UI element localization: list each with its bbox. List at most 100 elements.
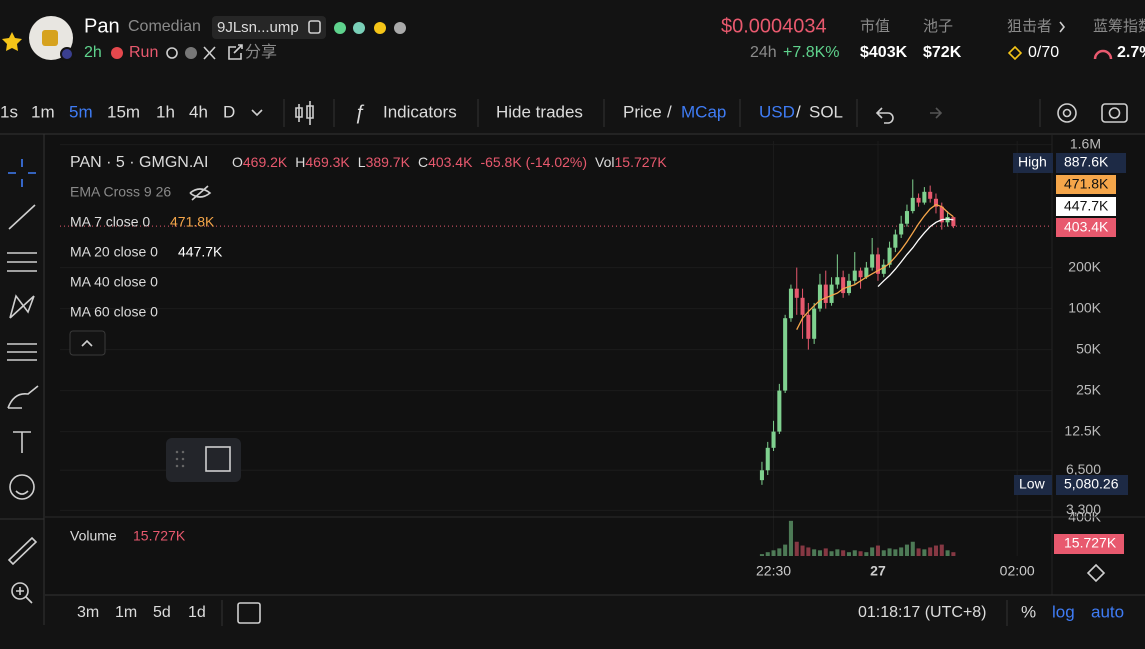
x-icon[interactable] xyxy=(203,46,216,60)
hidden-icon[interactable] xyxy=(189,185,212,201)
clock: 01:18:17 (UTC+8) xyxy=(858,604,987,621)
interval-button[interactable]: D xyxy=(223,102,235,121)
favorite-star[interactable] xyxy=(2,32,22,51)
stat-label: 蓝筹指数 xyxy=(1093,18,1145,35)
last-price-value: 403.4K xyxy=(1064,219,1109,235)
trend-line-tool[interactable] xyxy=(8,204,36,230)
indicator-ma7[interactable]: MA 7 close 0 xyxy=(70,214,150,230)
chart-area xyxy=(45,135,1145,595)
candle-body xyxy=(765,447,770,471)
run-label[interactable]: Run xyxy=(129,44,158,61)
chain-badge xyxy=(60,47,74,61)
candle-body xyxy=(794,288,799,298)
share-icon[interactable] xyxy=(228,44,243,60)
interval-button[interactable]: 1h xyxy=(156,102,175,121)
token-tag: Comedian xyxy=(128,18,201,35)
volume-bar xyxy=(893,549,898,556)
emoji-tool[interactable] xyxy=(9,474,35,500)
redo-button[interactable] xyxy=(930,107,943,119)
measure-icon[interactable] xyxy=(205,446,231,472)
interval-button[interactable]: 5m xyxy=(69,102,93,121)
ohlc-value: 469.3K xyxy=(305,154,350,170)
volume-bar xyxy=(933,545,939,556)
interval-button[interactable]: 15m xyxy=(107,102,140,121)
emoji-smile xyxy=(15,490,29,495)
share-label[interactable]: 分享 xyxy=(245,43,277,61)
ruler-tool[interactable] xyxy=(7,536,38,566)
indicator-ma60[interactable]: MA 60 close 0 xyxy=(70,304,158,320)
candle-body xyxy=(951,217,956,227)
volume-bar xyxy=(887,548,892,556)
candle-body xyxy=(939,206,944,223)
percent-toggle[interactable]: % xyxy=(1021,602,1036,621)
text-tool[interactable] xyxy=(13,431,31,453)
sol-toggle[interactable]: SOL xyxy=(809,102,843,121)
y-tick-label: 25K xyxy=(1076,381,1102,397)
undo-button[interactable] xyxy=(875,107,894,124)
y-tick-label: 1.6M xyxy=(1070,135,1101,151)
drawing-toolbar xyxy=(0,134,45,625)
range-button[interactable]: 1m xyxy=(115,604,137,621)
settings-icon-core xyxy=(1062,108,1072,118)
chevron-icon[interactable] xyxy=(1059,21,1066,33)
interval-button[interactable]: 4h xyxy=(189,102,208,121)
token-address[interactable]: 9JLsn...ump xyxy=(217,19,299,36)
auto-toggle[interactable]: auto xyxy=(1091,602,1124,621)
low-value-tag xyxy=(1056,475,1128,495)
interval-dropdown[interactable] xyxy=(251,109,263,117)
high-label: High xyxy=(1018,154,1047,170)
zoom-tool[interactable] xyxy=(11,582,29,600)
mcap-toggle[interactable]: MCap xyxy=(681,102,726,121)
screenshot-button[interactable] xyxy=(1101,103,1128,123)
y-tick-label: 12.5K xyxy=(1064,422,1101,438)
collapse-button[interactable] xyxy=(69,330,106,356)
token-age: 2h xyxy=(84,44,102,61)
volume-bar xyxy=(777,548,782,556)
settings-button[interactable] xyxy=(1057,103,1077,123)
goto-date-button[interactable] xyxy=(237,602,261,624)
range-button[interactable]: 1d xyxy=(188,604,206,621)
log-toggle[interactable]: log xyxy=(1052,602,1075,621)
site-icon[interactable] xyxy=(185,47,197,59)
volume-bar xyxy=(835,549,840,556)
interval-button[interactable]: 1s xyxy=(0,102,18,121)
high-value-tag xyxy=(1056,153,1126,173)
indicator-ma40[interactable]: MA 40 close 0 xyxy=(70,274,158,290)
indicator-ema[interactable]: EMA Cross 9 26 xyxy=(70,184,171,200)
range-button[interactable]: 5d xyxy=(153,604,171,621)
price-toggle[interactable]: Price xyxy=(623,102,662,121)
change-period: 24h xyxy=(750,44,777,61)
flag-icon xyxy=(334,22,346,34)
candle-type-icon[interactable] xyxy=(295,101,314,125)
y-tick-label: 6,500 xyxy=(1066,461,1101,477)
indicators-icon[interactable]: ƒ xyxy=(354,101,365,123)
pattern-tool[interactable] xyxy=(9,294,35,319)
prediction-tool[interactable] xyxy=(7,343,37,361)
volume-bar xyxy=(910,541,915,556)
ma7-tag-value: 471.8K xyxy=(1064,176,1109,192)
brush-tool[interactable] xyxy=(7,385,39,409)
address-badge[interactable] xyxy=(212,16,326,39)
reset-scale-button[interactable] xyxy=(1086,563,1106,583)
volume-label: Volume xyxy=(70,528,117,544)
crosshair-tool[interactable] xyxy=(8,159,36,187)
fib-tool[interactable] xyxy=(7,252,37,272)
volume-bar xyxy=(922,549,927,556)
indicator-ma20[interactable]: MA 20 close 0 xyxy=(70,244,158,260)
ohlc-label: O xyxy=(232,154,243,170)
copy-icon[interactable] xyxy=(308,20,321,34)
stat-label[interactable]: 狙击者 xyxy=(1007,18,1052,35)
drag-handle[interactable] xyxy=(175,450,185,468)
indicators-button[interactable]: Indicators xyxy=(383,102,457,121)
hide-trades-button[interactable]: Hide trades xyxy=(496,102,583,121)
usd-toggle[interactable]: USD xyxy=(759,102,795,121)
range-button[interactable]: 3m xyxy=(77,604,99,621)
volume-bar xyxy=(823,548,828,556)
volume-bar xyxy=(759,554,764,556)
search-icon[interactable] xyxy=(166,47,178,59)
interval-button[interactable]: 1m xyxy=(31,102,55,121)
volume-bar xyxy=(928,547,933,556)
x-tick-label: 22:30 xyxy=(756,563,791,579)
